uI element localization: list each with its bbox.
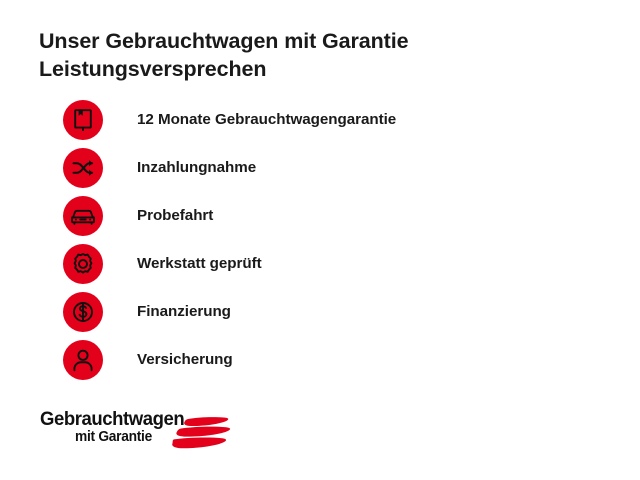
page-title: Unser Gebrauchtwagen mit Garantie Leistu… (39, 29, 409, 81)
list-item: Probefahrt (0, 194, 640, 242)
car-front-icon (63, 196, 103, 236)
list-item: Inzahlungnahme (0, 146, 640, 194)
list-item: Versicherung (0, 338, 640, 386)
list-item: Finanzierung (0, 290, 640, 338)
brand-logo-line2: mit Garantie (75, 429, 152, 445)
shuffle-arrows-icon (63, 148, 103, 188)
feature-list: 12 Monate Gebrauchtwagengarantie Inzahlu… (0, 98, 640, 386)
gear-icon (63, 244, 103, 284)
list-item: Werkstatt geprüft (0, 242, 640, 290)
list-item-label: Finanzierung (137, 303, 231, 320)
person-icon (63, 340, 103, 380)
red-brush-stroke-icon (172, 416, 234, 452)
list-item-label: Probefahrt (137, 207, 214, 224)
list-item-label: Inzahlungnahme (137, 159, 257, 176)
list-item: 12 Monate Gebrauchtwagengarantie (0, 98, 640, 146)
list-item-label: 12 Monate Gebrauchtwagengarantie (137, 111, 397, 128)
brand-logo: Gebrauchtwagen mit Garantie (40, 408, 240, 460)
list-item-label: Werkstatt geprüft (137, 255, 262, 272)
booklet-icon (63, 100, 103, 140)
list-item-label: Versicherung (137, 351, 233, 368)
dollar-coin-icon (63, 292, 103, 332)
brand-logo-line1: Gebrauchtwagen (40, 408, 185, 430)
